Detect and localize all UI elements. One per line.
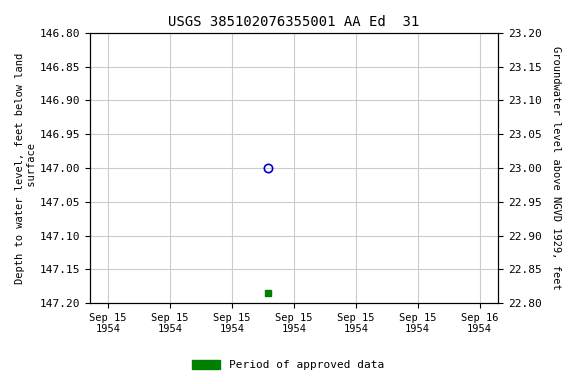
Y-axis label: Depth to water level, feet below land
 surface: Depth to water level, feet below land su… [15,52,37,284]
Y-axis label: Groundwater level above NGVD 1929, feet: Groundwater level above NGVD 1929, feet [551,46,561,290]
Legend: Period of approved data: Period of approved data [188,356,388,375]
Title: USGS 385102076355001 AA Ed  31: USGS 385102076355001 AA Ed 31 [168,15,419,29]
